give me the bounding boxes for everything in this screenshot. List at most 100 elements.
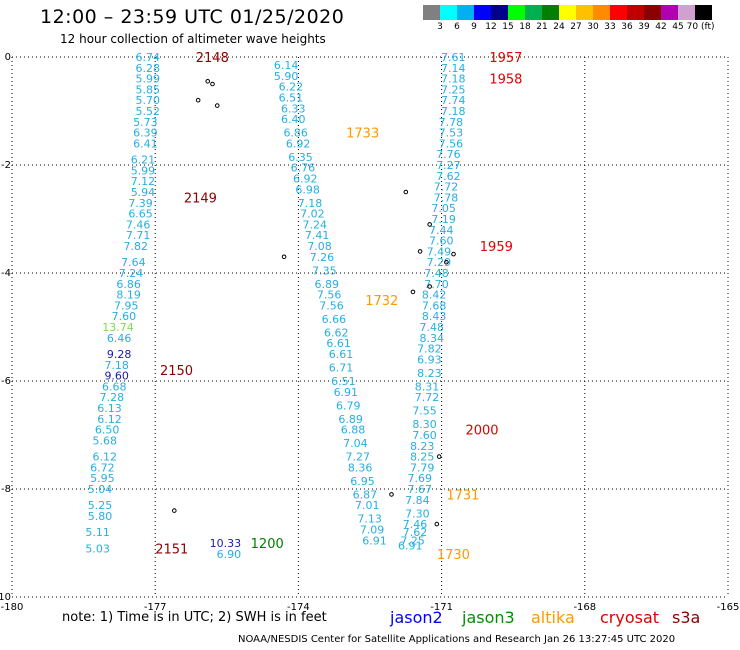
wave-height-label: 8.43 <box>422 310 447 323</box>
wave-height-label: 6.72 <box>90 461 115 474</box>
wave-height-label: 7.56 <box>319 299 344 312</box>
island-outline <box>434 521 440 527</box>
legend-label: 42 <box>655 22 667 32</box>
wave-height-label: 6.61 <box>326 337 351 350</box>
wave-height-label: 5.73 <box>133 116 158 129</box>
island-outline <box>417 249 423 254</box>
wave-height-label: 5.04 <box>88 483 113 496</box>
wave-height-label: 7.19 <box>431 213 456 226</box>
wave-height-label: 7.56 <box>317 289 342 302</box>
wave-height-label: 7.18 <box>104 359 129 372</box>
wave-height-label: 6.93 <box>417 353 442 366</box>
wave-height-label: 7.55 <box>412 405 437 418</box>
legend-swatch <box>525 5 542 20</box>
wave-height-label: 6.22 <box>279 81 304 94</box>
wave-height-label: 8.19 <box>116 289 141 302</box>
island-outline <box>214 103 220 108</box>
wave-height-label: 5.90 <box>274 70 299 83</box>
legend-label: 33 <box>604 22 616 32</box>
wave-height-label: 9.60 <box>104 370 129 383</box>
wave-height-label: 7.18 <box>298 197 323 210</box>
wave-height-label: 7.48 <box>419 321 444 334</box>
legend-swatch <box>593 5 610 20</box>
legend-swatch <box>559 5 576 20</box>
y-tick-label: -8 <box>1 484 11 495</box>
legend-label: 45 <box>672 22 684 32</box>
x-tick-label: -165 <box>717 602 740 613</box>
legend-swatch <box>474 5 491 20</box>
legend-swatch <box>457 5 474 20</box>
wave-height-label: 5.52 <box>135 105 160 118</box>
legend-label: 70 (ft) <box>686 22 715 32</box>
wave-height-label: 6.87 <box>353 488 378 501</box>
legend-label: 21 <box>536 22 548 32</box>
wave-height-label: 7.62 <box>436 170 461 183</box>
wave-height-label: 8.31 <box>415 380 440 393</box>
legend-label: 24 <box>553 22 565 32</box>
wave-height-label: 5.99 <box>131 164 156 177</box>
time-label: 2149 <box>184 191 217 206</box>
y-tick-label: -6 <box>1 376 11 387</box>
island-outline <box>427 222 432 227</box>
wave-height-label: 8.36 <box>348 461 373 474</box>
time-label: 2148 <box>196 51 229 66</box>
wave-height-label: 7.61 <box>441 51 466 64</box>
wave-height-label: 6.76 <box>291 162 316 175</box>
wave-height-label: 5.11 <box>85 526 110 539</box>
satellite-altika: altika <box>531 608 575 627</box>
wave-height-label: 7.76 <box>436 148 461 161</box>
time-label: 2151 <box>155 542 188 557</box>
wave-height-label: 7.49 <box>427 245 452 258</box>
time-label: 1733 <box>346 127 379 142</box>
wave-height-label: 8.42 <box>422 289 447 302</box>
wave-height-label: 6.28 <box>135 62 160 75</box>
wave-height-label: 7.39 <box>128 197 153 210</box>
wave-height-label: 7.84 <box>405 494 430 507</box>
time-label: 1732 <box>365 294 398 309</box>
legend-label: 9 <box>471 22 477 32</box>
wave-height-label: 7.56 <box>439 137 464 150</box>
wave-height-label: 7.12 <box>131 175 156 188</box>
island-outline <box>281 254 287 260</box>
wave-height-label: 7.01 <box>355 499 380 512</box>
legend-label: 15 <box>502 22 514 32</box>
legend-swatch <box>678 5 695 20</box>
wave-height-label: 7.60 <box>429 235 454 248</box>
wave-height-label: 6.51 <box>331 375 356 388</box>
wave-height-label: 7.04 <box>343 437 368 450</box>
wave-height-label: 5.25 <box>88 499 113 512</box>
wave-height-label: 6.13 <box>97 402 122 415</box>
wave-height-label: 7.14 <box>441 62 466 75</box>
legend-swatch <box>491 5 508 20</box>
wave-height-label: 8.34 <box>419 332 444 345</box>
wave-height-label: 7.78 <box>434 191 459 204</box>
wave-height-label: 7.25 <box>400 534 425 547</box>
wave-height-label: 7.72 <box>434 181 459 194</box>
wave-height-label: 6.41 <box>133 137 158 150</box>
y-tick-label: -10 <box>0 592 11 603</box>
wave-height-label: 6.35 <box>288 151 313 164</box>
legend-swatch <box>542 5 559 20</box>
wave-height-label: 6.66 <box>322 313 347 326</box>
wave-height-label: 6.89 <box>338 413 363 426</box>
island-outline <box>427 284 432 289</box>
satellite-jason3: jason3 <box>462 608 515 627</box>
wave-height-label: 7.24 <box>303 218 328 231</box>
island-outline <box>195 97 201 103</box>
wave-height-label: 6.98 <box>295 183 320 196</box>
wave-height-label: 6.68 <box>102 380 127 393</box>
wave-height-label: 6.14 <box>274 59 299 72</box>
legend-swatch <box>610 5 627 20</box>
wave-height-label: 7.09 <box>360 524 385 537</box>
wave-height-label: 7.78 <box>439 116 464 129</box>
wave-height-label: 7.79 <box>410 461 435 474</box>
island-outline <box>205 79 211 84</box>
time-label: 1957 <box>489 51 522 66</box>
wave-height-label: 6.92 <box>293 173 318 186</box>
wave-height-label: 5.03 <box>85 542 110 555</box>
legend-swatch <box>423 5 440 20</box>
wave-height-label: 7.82 <box>417 343 442 356</box>
x-tick-label: -177 <box>144 602 167 613</box>
